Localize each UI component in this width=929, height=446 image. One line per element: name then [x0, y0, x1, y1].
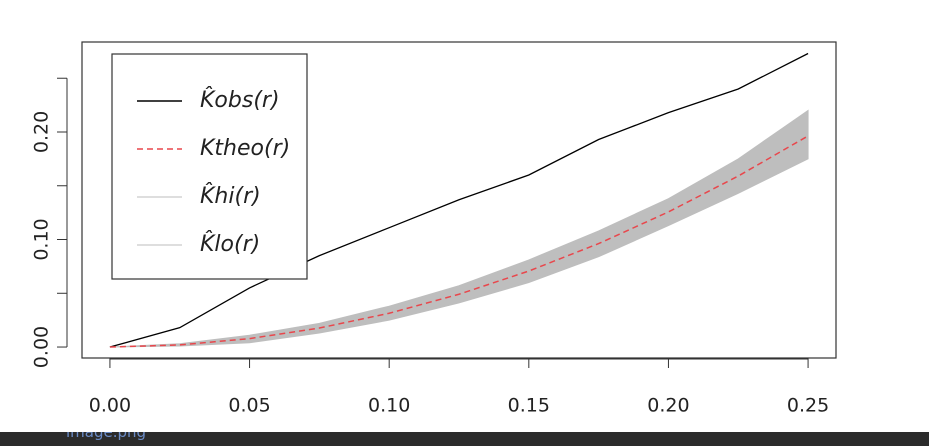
legend-box — [111, 53, 308, 280]
series-line — [109, 135, 809, 348]
legend-label: K̂lo(r) — [200, 231, 260, 257]
chart: 0.00 0.05 0.10 0.15 0.20 0.25 0.00 0.10 0.20 K̂ob… — [31, 41, 837, 417]
envelope-band — [109, 109, 809, 348]
x-tick-label: 0.10 — [368, 395, 410, 417]
plot-frame — [81, 41, 837, 359]
filename: image.png — [66, 432, 147, 441]
legend-label: K̂obs(r) — [200, 87, 280, 113]
y-tick-label: 0.20 — [31, 111, 53, 153]
series-line — [109, 52, 809, 348]
y-tick-label: 0.10 — [31, 218, 53, 260]
x-tick-label: 0.00 — [89, 395, 131, 417]
y-tick-label: 0.00 — [31, 326, 53, 368]
legend-label: Ktheo(r) — [200, 136, 290, 161]
x-tick-label: 0.20 — [647, 395, 689, 417]
x-tick-label: 0.25 — [787, 395, 829, 417]
x-tick-label: 0.05 — [228, 395, 270, 417]
x-tick-label: 0.15 — [508, 395, 550, 417]
footer-bar: image.png — [0, 432, 929, 446]
legend-label: K̂hi(r) — [200, 183, 261, 209]
